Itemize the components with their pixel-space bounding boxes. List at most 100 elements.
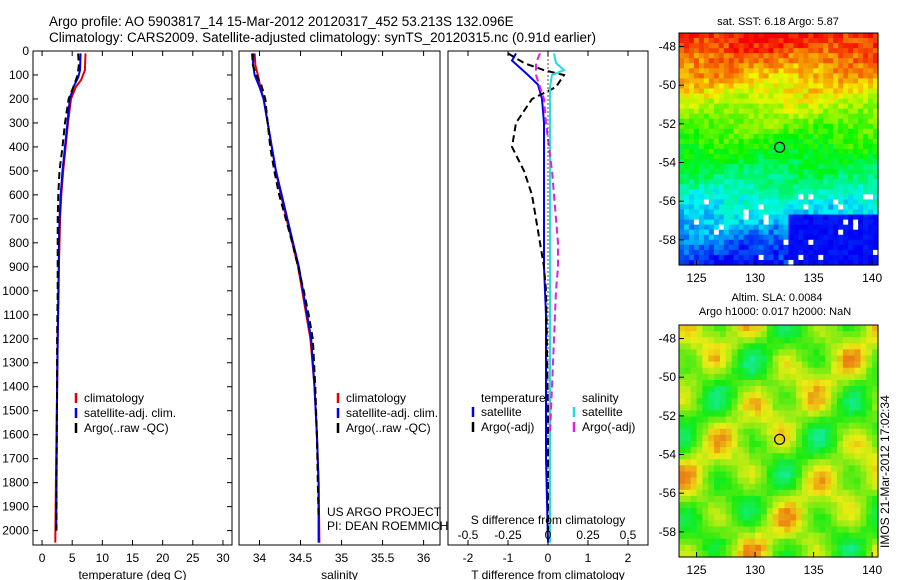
map-cell [679, 78, 685, 85]
map-cell [808, 179, 814, 185]
map-cell [696, 447, 704, 454]
map-cell [696, 379, 704, 387]
map-cell [743, 514, 750, 521]
map-cell [696, 349, 704, 357]
map-cell [723, 43, 730, 49]
map-cell [866, 544, 873, 552]
map-cell [773, 108, 780, 115]
map-cell [848, 489, 856, 497]
map-cell [778, 254, 785, 261]
map-cell [801, 416, 809, 424]
map-cell [766, 550, 774, 558]
map-cell [708, 386, 715, 393]
map-cell [866, 550, 873, 558]
map-cell [854, 483, 862, 491]
map-cell [760, 422, 768, 430]
map-cell [684, 526, 692, 534]
map-cell [773, 143, 780, 150]
map-cell [763, 38, 770, 44]
map-cell [743, 43, 750, 49]
map-cell [866, 331, 873, 338]
map-cell [703, 83, 710, 90]
map-cell [703, 48, 710, 54]
map-cell [868, 143, 874, 150]
map-cell [755, 532, 762, 540]
map-cell [803, 189, 809, 195]
map-cell [713, 143, 720, 150]
map-cell [818, 244, 824, 251]
map-cell [679, 33, 685, 39]
map-cell [848, 254, 854, 261]
map-cell [772, 514, 780, 521]
map-cell [696, 508, 704, 515]
map-cell [731, 508, 739, 515]
map-cell [749, 453, 756, 460]
map-cell [801, 502, 809, 509]
map-cell [784, 361, 791, 369]
map-cell [763, 113, 770, 120]
map-cell [703, 199, 710, 206]
map-cell [854, 422, 862, 430]
map-cell [837, 465, 844, 473]
map-cell [843, 48, 849, 54]
map-cell [842, 526, 850, 534]
map-cell [813, 164, 819, 170]
map-cell [737, 489, 744, 497]
map-cell [848, 108, 854, 115]
map-cell [860, 422, 867, 430]
map-cell [758, 159, 765, 165]
map-cell [828, 259, 834, 266]
map-cell [703, 33, 710, 39]
map-cell [698, 214, 705, 221]
map-cell [690, 416, 698, 424]
map-cell [828, 149, 834, 155]
map-cell [708, 209, 715, 216]
map-cell [696, 343, 704, 351]
map-cell [784, 410, 791, 418]
map-cell [858, 73, 864, 79]
map-cell [703, 78, 710, 85]
map-cell [688, 138, 695, 145]
map-cell [763, 133, 770, 140]
map-cell [790, 477, 797, 485]
map-cell [702, 337, 709, 344]
map-cell [801, 471, 809, 479]
map-cell [723, 149, 730, 155]
map-cell [702, 538, 709, 546]
map-cell [838, 174, 844, 180]
map-cell [708, 422, 715, 430]
map-cell [784, 392, 791, 399]
map-cell [863, 43, 869, 49]
map-cell [807, 483, 815, 491]
map-cell [753, 68, 760, 74]
map-cell [743, 410, 750, 418]
map-cell [713, 138, 720, 145]
map-cell [823, 143, 829, 150]
map-cell [766, 459, 774, 467]
map-cell [798, 118, 804, 125]
map-cell [860, 538, 867, 546]
map-cell [763, 179, 770, 185]
map-cell [703, 113, 710, 120]
map-cell [731, 416, 739, 424]
map-cell [798, 53, 804, 59]
map-cell [723, 128, 730, 135]
map-cell [718, 154, 725, 160]
map-cell [796, 526, 803, 534]
map-cell [825, 532, 832, 540]
map-cell [825, 550, 832, 558]
map-cell [828, 33, 834, 39]
map-cell [766, 434, 774, 442]
map-cell [843, 68, 849, 74]
map-cell [860, 373, 867, 381]
map-cell [823, 73, 829, 79]
s-tick-label: 0 [545, 528, 552, 542]
map-cell [823, 219, 829, 226]
map-cell [818, 184, 824, 190]
difference-panel: -2 -1 0 1 2T difference from climatology-0.5… [447, 50, 649, 580]
map-cell [807, 477, 815, 485]
map-cell [718, 133, 725, 140]
map-cell [801, 434, 809, 442]
map-cell [684, 349, 692, 357]
map-cell [790, 550, 797, 558]
